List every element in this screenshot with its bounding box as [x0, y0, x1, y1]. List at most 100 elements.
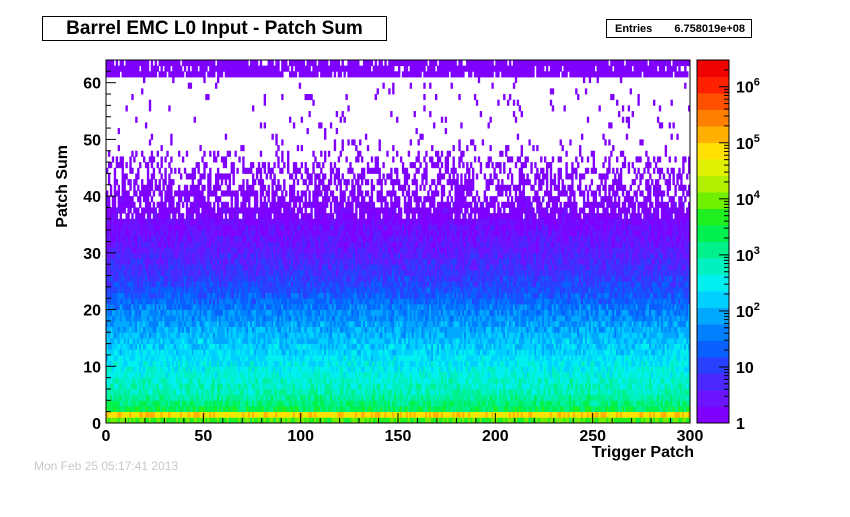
heatmap-cell	[199, 388, 202, 396]
heatmap-cell	[158, 394, 161, 401]
heatmap-cell	[129, 405, 132, 413]
heatmap-cell	[592, 371, 596, 379]
heatmap-cell	[436, 394, 440, 401]
heatmap-cell	[446, 400, 450, 407]
heatmap-cell	[405, 411, 409, 418]
heatmap-cell	[507, 400, 510, 407]
heatmap-cell	[466, 388, 469, 396]
heatmap-cell	[117, 377, 121, 384]
heatmap-cell	[392, 394, 395, 401]
heatmap-cell	[224, 388, 228, 396]
heatmap-cell	[368, 371, 372, 379]
heatmap-cell	[183, 411, 187, 418]
heatmap-cell	[674, 400, 677, 407]
heatmap-cell	[333, 405, 337, 413]
heatmap-cell	[121, 371, 124, 379]
heatmap-cell	[405, 388, 409, 396]
heatmap-cell	[236, 411, 239, 418]
heatmap-cell	[316, 400, 319, 407]
heatmap-cell	[452, 405, 455, 413]
heatmap-cell	[156, 417, 159, 424]
heatmap-cell	[596, 371, 599, 379]
heatmap-cell	[577, 371, 580, 379]
heatmap-cell	[684, 400, 687, 407]
heatmap-cell	[150, 411, 154, 418]
heatmap-cell	[125, 371, 128, 379]
heatmap-cell	[489, 417, 492, 424]
heatmap-cell	[491, 377, 494, 384]
heatmap-cell	[125, 394, 128, 401]
heatmap-cell	[544, 388, 547, 396]
heatmap-cell	[473, 377, 477, 384]
heatmap-cell	[283, 394, 286, 401]
heatmap-cell	[127, 411, 130, 418]
heatmap-cell	[207, 405, 210, 413]
heatmap-cell	[316, 394, 319, 401]
heatmap-cell	[431, 377, 434, 384]
heatmap-cell	[530, 417, 533, 424]
heatmap-cell	[176, 383, 179, 390]
heatmap-cell	[370, 400, 374, 407]
heatmap-cell	[320, 405, 323, 413]
heatmap-cell	[302, 417, 305, 424]
heatmap-cell	[401, 400, 405, 407]
heatmap-cell	[370, 377, 374, 384]
heatmap-cell	[419, 383, 422, 390]
heatmap-cell	[166, 366, 169, 373]
heatmap-cell	[316, 383, 319, 390]
heatmap-cell	[645, 394, 648, 401]
heatmap-cell	[329, 377, 333, 384]
heatmap-cell	[473, 394, 477, 401]
heatmap-cell	[592, 417, 596, 424]
heatmap-cell	[656, 405, 660, 413]
heatmap-cell	[516, 394, 520, 401]
heatmap-cell	[577, 400, 580, 407]
heatmap-cell	[176, 388, 179, 396]
heatmap-cell	[520, 371, 523, 379]
heatmap-cell	[327, 400, 331, 407]
heatmap-cell	[477, 417, 481, 424]
heatmap-cell	[518, 405, 522, 413]
heatmap-cell	[491, 394, 494, 401]
heatmap-cell	[580, 405, 584, 413]
heatmap-cell	[380, 394, 383, 401]
heatmap-cell	[279, 411, 282, 418]
heatmap-cell	[405, 417, 409, 424]
heatmap-cell	[493, 394, 496, 401]
heatmap-cell	[357, 394, 360, 401]
heatmap-cell	[324, 400, 327, 407]
heatmap-cell	[627, 417, 631, 424]
heatmap-cell	[475, 388, 479, 396]
heatmap-cell	[442, 377, 446, 384]
heatmap-cell	[261, 394, 265, 401]
heatmap-cell	[179, 371, 183, 379]
heatmap-cell	[479, 405, 483, 413]
heatmap-cell	[553, 417, 557, 424]
heatmap-cell	[218, 377, 222, 384]
heatmap-cell	[252, 394, 255, 401]
heatmap-cell	[271, 366, 274, 373]
heatmap-cell	[477, 405, 481, 413]
heatmap-cell	[370, 405, 374, 413]
heatmap-cell	[215, 411, 218, 418]
heatmap-cell	[351, 383, 354, 390]
heatmap-cell	[621, 388, 625, 396]
heatmap-cell	[265, 417, 268, 424]
heatmap-cell	[555, 400, 559, 407]
heatmap-cell	[641, 400, 644, 407]
heatmap-cell	[619, 405, 623, 413]
heatmap-cell	[409, 405, 413, 413]
heatmap-cell	[127, 388, 130, 396]
heatmap-cell	[172, 400, 175, 407]
heatmap-cell	[193, 400, 196, 407]
heatmap-cell	[185, 377, 189, 384]
heatmap-cell	[215, 377, 218, 384]
heatmap-cell	[154, 405, 158, 413]
heatmap-cell	[637, 371, 640, 379]
heatmap-cell	[279, 417, 282, 424]
heatmap-cell	[380, 417, 383, 424]
heatmap-cell	[528, 377, 531, 384]
heatmap-cell	[458, 371, 461, 379]
heatmap-cell	[308, 388, 311, 396]
heatmap-cell	[199, 400, 202, 407]
